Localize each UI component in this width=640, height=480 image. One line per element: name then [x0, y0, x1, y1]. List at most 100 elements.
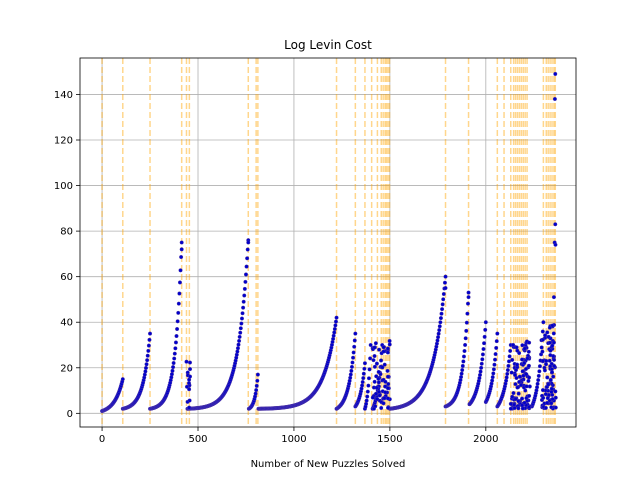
data-point	[514, 345, 519, 350]
data-point	[440, 302, 445, 307]
data-point	[479, 365, 484, 370]
data-point	[508, 401, 513, 406]
data-point	[187, 360, 192, 365]
data-point	[255, 378, 260, 383]
data-point	[512, 406, 517, 411]
data-point	[377, 393, 382, 398]
data-point	[443, 274, 448, 279]
data-point	[525, 356, 530, 361]
data-point	[463, 342, 468, 347]
data-point	[360, 383, 365, 388]
data-point	[508, 348, 513, 353]
data-point	[520, 369, 525, 374]
data-point	[517, 374, 522, 379]
data-point	[524, 384, 529, 389]
data-point	[513, 397, 518, 402]
data-point	[385, 396, 390, 401]
data-point	[120, 377, 125, 382]
y-tick-label: 140	[54, 90, 73, 101]
data-point	[368, 343, 373, 348]
data-point	[545, 330, 550, 335]
data-point	[465, 301, 470, 306]
data-point	[511, 391, 516, 396]
data-point	[242, 286, 247, 291]
data-point	[460, 368, 465, 373]
data-point	[387, 338, 392, 343]
data-point	[385, 346, 390, 351]
data-point	[551, 340, 556, 345]
data-point	[169, 372, 174, 377]
data-point	[381, 345, 386, 350]
data-point	[364, 398, 369, 403]
data-point	[549, 401, 554, 406]
data-point	[371, 406, 376, 411]
data-point	[172, 356, 177, 361]
data-point	[186, 381, 191, 386]
data-point	[374, 385, 379, 390]
data-point	[147, 337, 152, 342]
data-point	[238, 326, 243, 331]
data-point	[526, 349, 531, 354]
data-point	[176, 301, 181, 306]
data-point	[243, 272, 248, 277]
data-point	[436, 331, 441, 336]
data-point	[525, 398, 530, 403]
data-point	[463, 336, 468, 341]
data-point	[459, 375, 464, 380]
data-point	[351, 355, 356, 360]
data-point	[372, 379, 377, 384]
data-point	[526, 378, 531, 383]
data-point	[237, 334, 242, 339]
data-point	[442, 280, 447, 285]
data-point	[383, 379, 388, 384]
data-point	[526, 363, 531, 368]
data-point	[466, 295, 471, 300]
data-point	[372, 364, 377, 369]
data-point	[175, 319, 180, 324]
data-point	[145, 358, 150, 363]
data-point	[550, 397, 555, 402]
data-point	[443, 286, 448, 291]
data-point	[377, 347, 382, 352]
data-point	[176, 310, 181, 315]
data-point	[461, 359, 466, 364]
data-point	[145, 353, 150, 358]
data-point	[376, 380, 381, 385]
data-point	[523, 366, 528, 371]
data-point	[477, 372, 482, 377]
data-point	[553, 71, 558, 76]
data-point	[352, 338, 357, 343]
y-tick-label: 0	[67, 409, 73, 420]
data-point	[179, 247, 184, 252]
x-tick-label: 1000	[281, 434, 306, 445]
data-point	[187, 398, 192, 403]
data-point	[505, 368, 510, 373]
data-point	[482, 334, 487, 339]
data-point	[516, 406, 521, 411]
data-point	[478, 369, 483, 374]
data-point	[441, 297, 446, 302]
data-point	[461, 354, 466, 359]
data-point	[516, 391, 521, 396]
data-point	[237, 338, 242, 343]
data-point	[483, 327, 488, 332]
data-point	[243, 279, 248, 284]
data-point	[520, 403, 525, 408]
data-point	[366, 383, 371, 388]
data-point	[549, 386, 554, 391]
data-point	[550, 323, 555, 328]
data-point	[466, 290, 471, 295]
data-point	[493, 352, 498, 357]
data-point	[348, 375, 353, 380]
data-points	[100, 71, 558, 414]
data-point	[481, 347, 486, 352]
data-point	[465, 311, 470, 316]
data-point	[385, 368, 390, 373]
data-point	[375, 397, 380, 402]
data-point	[172, 351, 177, 356]
data-point	[187, 405, 192, 410]
data-point	[520, 396, 525, 401]
data-point	[179, 240, 184, 245]
data-point	[365, 389, 370, 394]
data-point	[537, 364, 542, 369]
